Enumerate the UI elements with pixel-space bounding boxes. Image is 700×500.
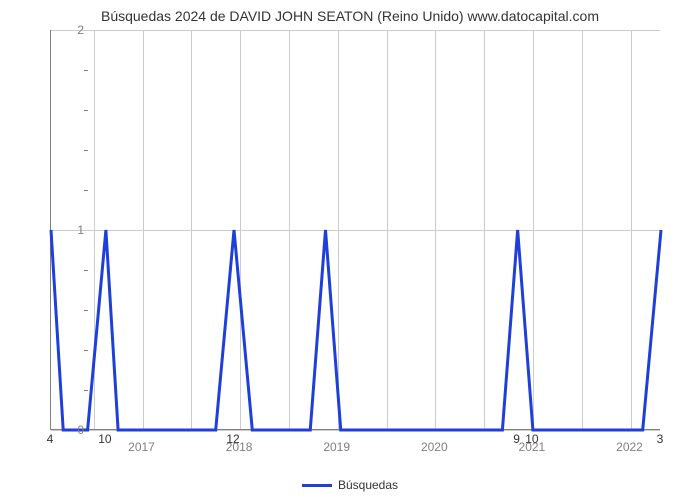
chart-title: Búsquedas 2024 de DAVID JOHN SEATON (Rei… bbox=[0, 0, 700, 28]
y-tick-label: 2 bbox=[77, 23, 84, 37]
line-series bbox=[51, 30, 660, 429]
y-minor-tick bbox=[84, 110, 88, 111]
data-point-label: 9 bbox=[513, 432, 520, 446]
data-point-label: 4 bbox=[47, 432, 54, 446]
legend-label: Búsquedas bbox=[338, 478, 398, 492]
y-minor-tick bbox=[84, 70, 88, 71]
chart-container bbox=[50, 30, 660, 430]
x-tick-label: 2020 bbox=[421, 440, 448, 454]
y-minor-tick bbox=[84, 150, 88, 151]
y-tick-label: 1 bbox=[77, 223, 84, 237]
data-point-label: 10 bbox=[98, 432, 111, 446]
legend-swatch bbox=[302, 484, 332, 487]
y-minor-tick bbox=[84, 350, 88, 351]
data-point-label: 10 bbox=[525, 432, 538, 446]
plot-area bbox=[50, 30, 660, 430]
legend: Búsquedas bbox=[0, 478, 700, 492]
data-point-label: 12 bbox=[226, 432, 239, 446]
data-point-label: 3 bbox=[657, 432, 664, 446]
y-minor-tick bbox=[84, 270, 88, 271]
x-tick-label: 2019 bbox=[323, 440, 350, 454]
x-tick-label: 2022 bbox=[616, 440, 643, 454]
y-tick-label: 0 bbox=[77, 423, 84, 437]
y-minor-tick bbox=[84, 310, 88, 311]
y-minor-tick bbox=[84, 390, 88, 391]
y-minor-tick bbox=[84, 190, 88, 191]
x-tick-label: 2017 bbox=[128, 440, 155, 454]
